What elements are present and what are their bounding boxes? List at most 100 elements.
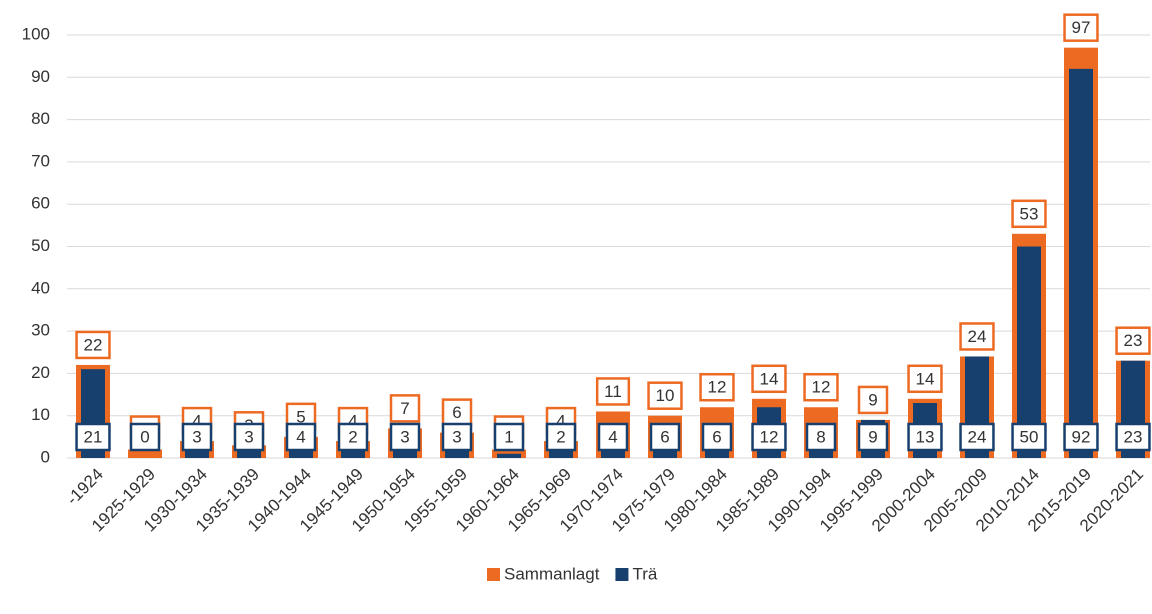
data-label-text: 14 xyxy=(760,369,779,388)
legend-label: Trä xyxy=(632,564,657,583)
data-label-text: 23 xyxy=(1124,427,1143,446)
data-label-text: 5 xyxy=(296,407,305,426)
data-label-text: 10 xyxy=(656,386,675,405)
data-label-box xyxy=(699,372,735,402)
data-label: 2 xyxy=(337,422,369,452)
data-label: 9 xyxy=(857,385,889,415)
legend-swatch xyxy=(487,568,500,581)
data-label-box xyxy=(337,422,369,452)
data-label-text: 8 xyxy=(816,427,825,446)
x-tick-label: -1924 xyxy=(63,465,107,509)
data-label-text: 24 xyxy=(968,427,987,446)
data-label-text: 13 xyxy=(916,427,935,446)
data-label-box xyxy=(75,330,111,360)
data-label-box xyxy=(1115,326,1151,355)
data-label: 21 xyxy=(75,422,111,452)
data-label: 8 xyxy=(805,422,837,452)
y-tick-label: 10 xyxy=(31,405,50,424)
data-label-box xyxy=(493,422,525,452)
data-label-text: 22 xyxy=(84,335,103,354)
data-label-text: 97 xyxy=(1072,18,1091,37)
data-label: 14 xyxy=(907,364,943,394)
data-label: 3 xyxy=(181,422,213,452)
data-label-box xyxy=(75,422,111,452)
data-label: 6 xyxy=(701,422,733,452)
data-label: 12 xyxy=(699,372,735,402)
data-label: 13 xyxy=(907,422,943,452)
data-label-text: 0 xyxy=(140,427,149,446)
data-label: 6 xyxy=(441,398,473,427)
data-label: 23 xyxy=(1115,422,1151,452)
data-label-text: 6 xyxy=(660,427,669,446)
data-label: 3 xyxy=(441,422,473,452)
data-label-text: 12 xyxy=(708,378,727,397)
data-label: 23 xyxy=(1115,326,1151,355)
data-label-box xyxy=(1011,422,1047,452)
bar xyxy=(341,449,365,458)
data-label-text: 24 xyxy=(968,327,987,346)
data-label-box xyxy=(959,322,995,351)
data-label: 53 xyxy=(1011,199,1047,229)
data-label-box xyxy=(595,377,631,406)
data-label: 24 xyxy=(959,322,995,351)
data-label-box xyxy=(389,422,421,452)
data-label-box xyxy=(907,422,943,452)
data-label: 14 xyxy=(751,364,787,394)
data-label-box xyxy=(441,422,473,452)
data-label-box xyxy=(647,381,683,410)
data-label: 12 xyxy=(751,422,787,452)
y-tick-label: 100 xyxy=(22,24,50,43)
data-label-box xyxy=(803,372,839,402)
data-label: 22 xyxy=(75,330,111,360)
bar xyxy=(128,449,162,458)
data-label-box xyxy=(597,422,629,452)
data-label-box xyxy=(857,422,889,452)
data-label: 1 xyxy=(493,422,525,452)
data-label-text: 21 xyxy=(84,427,103,446)
legend-swatch xyxy=(615,568,629,581)
data-label-text: 3 xyxy=(452,427,461,446)
data-label-box xyxy=(649,422,681,452)
data-label-box xyxy=(181,422,213,452)
data-label-text: 4 xyxy=(348,412,357,431)
data-label-box xyxy=(129,422,161,452)
data-label-text: 50 xyxy=(1020,427,1039,446)
data-label-box xyxy=(805,422,837,452)
data-label-box xyxy=(751,364,787,394)
data-label: 6 xyxy=(649,422,681,452)
data-label-box xyxy=(907,364,943,394)
data-label-text: 9 xyxy=(868,427,877,446)
data-label: 24 xyxy=(959,422,995,452)
data-label: 9 xyxy=(857,422,889,452)
data-label: 3 xyxy=(389,422,421,452)
y-tick-label: 70 xyxy=(31,151,50,170)
data-label: 4 xyxy=(285,422,317,452)
data-label-text: 2 xyxy=(556,427,565,446)
data-label: 2 xyxy=(545,422,577,452)
data-label: 7 xyxy=(389,394,421,423)
data-label-box xyxy=(1063,422,1099,452)
y-tick-label: 30 xyxy=(31,321,50,340)
data-label: 0 xyxy=(129,422,161,452)
data-label-text: 6 xyxy=(712,427,721,446)
data-label-box xyxy=(857,385,889,415)
data-label-box xyxy=(1115,422,1151,452)
data-label-text: 6 xyxy=(452,403,461,422)
data-label-text: 3 xyxy=(400,427,409,446)
data-label-text: 4 xyxy=(296,427,305,446)
y-tick-label: 50 xyxy=(31,236,50,255)
y-tick-label: 40 xyxy=(31,278,50,297)
data-label: 4 xyxy=(597,422,629,452)
data-label-box xyxy=(1011,199,1047,229)
legend-label: Sammanlagt xyxy=(504,564,600,583)
data-label-box xyxy=(701,422,733,452)
y-tick-label: 60 xyxy=(31,194,50,213)
data-label: 11 xyxy=(595,377,631,406)
y-tick-label: 0 xyxy=(41,447,50,466)
data-label-box xyxy=(389,394,421,423)
data-label-text: 23 xyxy=(1124,331,1143,350)
data-label-box xyxy=(751,422,787,452)
data-label-text: 4 xyxy=(556,412,565,431)
data-label-text: 12 xyxy=(812,378,831,397)
